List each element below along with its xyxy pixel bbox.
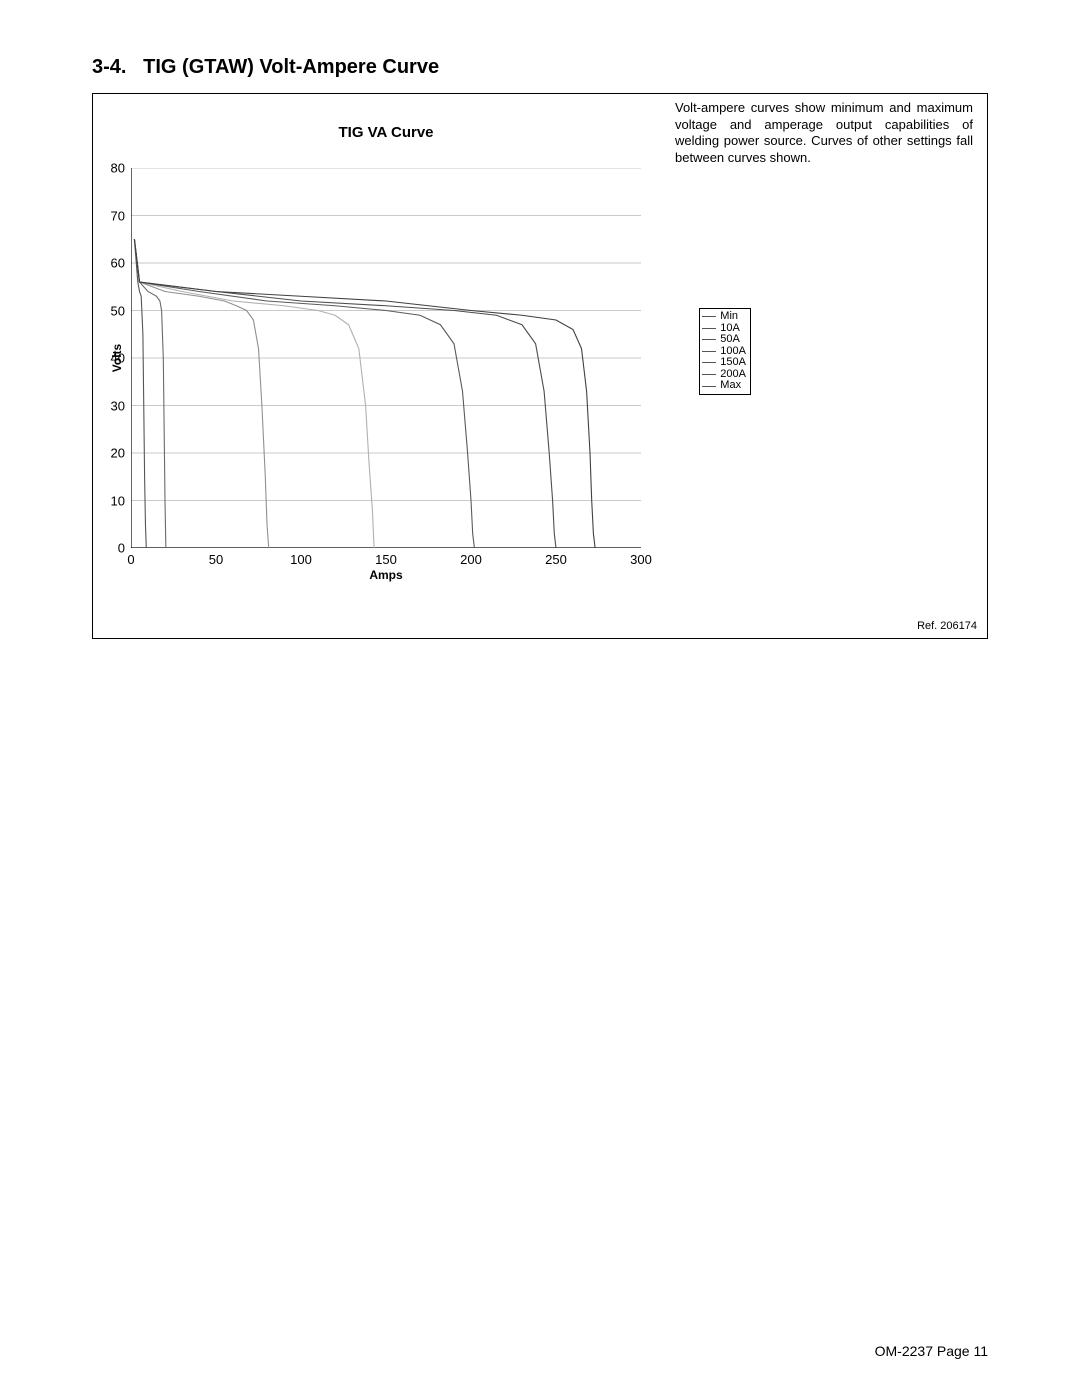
- legend-dash: [702, 316, 716, 317]
- va-curve-svg: [131, 168, 641, 548]
- page-footer: OM-2237 Page 11: [875, 1343, 988, 1359]
- legend-label: 50A: [720, 334, 740, 346]
- legend-dash: [702, 386, 716, 387]
- y-tick-label: 40: [111, 351, 125, 366]
- y-tick-label: 30: [111, 398, 125, 413]
- legend-item: 150A: [702, 357, 746, 369]
- legend-dash: [702, 339, 716, 340]
- figure-container: TIG VA Curve Volts Amps 0102030405060708…: [92, 93, 988, 639]
- y-tick-label: 60: [111, 256, 125, 271]
- reference-number: Ref. 206174: [917, 620, 977, 632]
- x-tick-label: 200: [460, 552, 482, 567]
- legend-dash: [702, 362, 716, 363]
- legend-dash: [702, 374, 716, 375]
- legend-label: 150A: [720, 357, 746, 369]
- x-tick-label: 0: [127, 552, 134, 567]
- x-tick-label: 250: [545, 552, 567, 567]
- y-tick-label: 80: [111, 161, 125, 176]
- legend-label: Min: [720, 311, 738, 323]
- chart-region: TIG VA Curve Volts Amps 0102030405060708…: [101, 102, 671, 608]
- section-number: 3-4.: [92, 56, 126, 78]
- y-tick-label: 50: [111, 303, 125, 318]
- chart-title: TIG VA Curve: [101, 124, 671, 141]
- y-tick-label: 70: [111, 208, 125, 223]
- x-tick-label: 100: [290, 552, 312, 567]
- y-tick-label: 10: [111, 493, 125, 508]
- section-title-text: TIG (GTAW) Volt-Ampere Curve: [143, 56, 439, 78]
- figure-description: Volt-ampere curves show minimum and maxi…: [675, 100, 973, 167]
- legend-label: Max: [720, 380, 741, 392]
- legend-dash: [702, 351, 716, 352]
- x-tick-label: 50: [209, 552, 223, 567]
- legend-item: 50A: [702, 334, 746, 346]
- legend-box: Min10A50A100A150A200AMax: [699, 308, 751, 395]
- x-tick-label: 150: [375, 552, 397, 567]
- plot-area: Volts Amps 01020304050607080 05010015020…: [131, 168, 641, 548]
- legend-dash: [702, 328, 716, 329]
- y-tick-label: 0: [118, 541, 125, 556]
- legend-item: Min: [702, 311, 746, 323]
- x-axis-label: Amps: [131, 568, 641, 582]
- legend-item: Max: [702, 380, 746, 392]
- x-tick-label: 300: [630, 552, 652, 567]
- y-tick-label: 20: [111, 446, 125, 461]
- section-heading: 3-4. TIG (GTAW) Volt-Ampere Curve: [92, 56, 988, 79]
